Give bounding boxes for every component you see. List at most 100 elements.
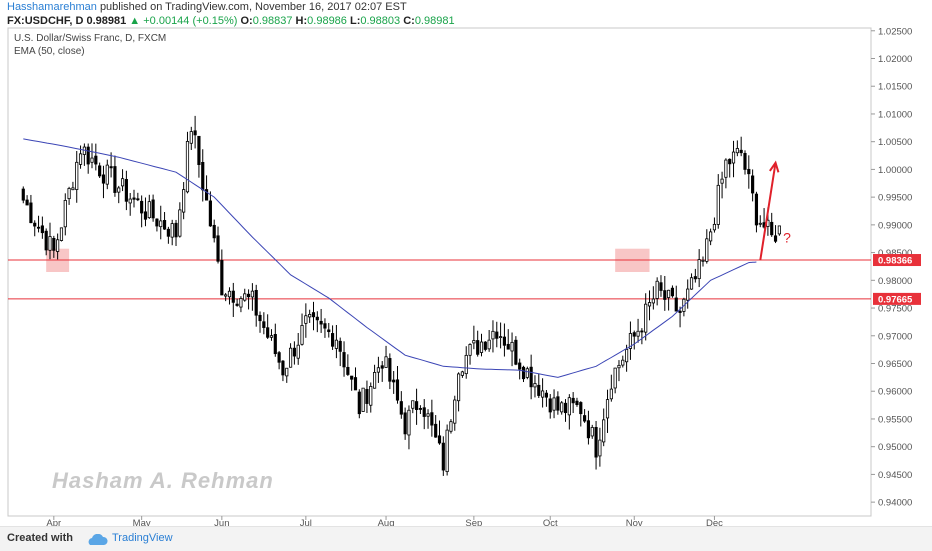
candle[interactable] xyxy=(647,290,652,321)
candle[interactable] xyxy=(178,202,182,238)
candle[interactable] xyxy=(712,217,717,233)
candle[interactable] xyxy=(120,169,125,192)
candle[interactable] xyxy=(632,330,636,350)
candle[interactable] xyxy=(292,341,296,365)
candle[interactable] xyxy=(113,155,117,197)
candle[interactable] xyxy=(659,275,663,297)
candle[interactable] xyxy=(422,399,426,430)
candle[interactable] xyxy=(731,140,736,178)
candle[interactable] xyxy=(151,194,155,222)
candle[interactable] xyxy=(697,249,701,288)
candle[interactable] xyxy=(323,318,327,338)
candle[interactable] xyxy=(617,360,621,382)
candle[interactable] xyxy=(338,337,342,367)
candle[interactable] xyxy=(304,303,308,338)
candle[interactable] xyxy=(747,155,751,189)
candle[interactable] xyxy=(254,284,258,327)
candle[interactable] xyxy=(208,191,212,227)
candle[interactable] xyxy=(159,205,163,240)
candle[interactable] xyxy=(552,389,556,419)
candle[interactable] xyxy=(510,332,514,367)
candle[interactable] xyxy=(613,367,617,394)
candle[interactable] xyxy=(621,355,625,368)
candle[interactable] xyxy=(716,174,720,229)
candle[interactable] xyxy=(330,325,335,350)
candle[interactable] xyxy=(350,375,354,391)
candle[interactable] xyxy=(667,289,671,311)
candle[interactable] xyxy=(628,321,633,360)
candle[interactable] xyxy=(63,193,67,236)
candle[interactable] xyxy=(434,415,438,438)
candle[interactable] xyxy=(212,219,216,243)
candle[interactable] xyxy=(67,186,71,205)
candle[interactable] xyxy=(143,197,148,227)
candle[interactable] xyxy=(235,298,239,307)
candle[interactable] xyxy=(185,131,190,194)
candle[interactable] xyxy=(548,394,552,419)
candle[interactable] xyxy=(258,311,262,333)
candle[interactable] xyxy=(346,354,350,376)
candle[interactable] xyxy=(678,306,682,328)
candle[interactable] xyxy=(735,140,739,157)
candle[interactable] xyxy=(724,158,728,189)
candle[interactable] xyxy=(464,346,468,379)
candle[interactable] xyxy=(395,365,400,404)
candle[interactable] xyxy=(487,329,491,352)
candle[interactable] xyxy=(48,222,52,260)
candle[interactable] xyxy=(166,226,170,244)
candle[interactable] xyxy=(751,169,755,202)
candle[interactable] xyxy=(101,165,106,199)
candle[interactable] xyxy=(720,171,724,199)
candle[interactable] xyxy=(602,408,606,447)
candle[interactable] xyxy=(575,397,579,407)
candle[interactable] xyxy=(468,343,472,365)
candle[interactable] xyxy=(407,405,411,450)
candle[interactable] xyxy=(288,343,293,368)
candle[interactable] xyxy=(262,312,266,335)
candle[interactable] xyxy=(327,322,331,338)
candle[interactable] xyxy=(311,301,316,331)
candle[interactable] xyxy=(583,409,587,423)
candle[interactable] xyxy=(269,329,274,341)
candle[interactable] xyxy=(376,356,380,383)
candle[interactable] xyxy=(243,288,247,302)
candle[interactable] xyxy=(25,195,29,206)
candle[interactable] xyxy=(541,378,545,408)
candle[interactable] xyxy=(441,436,445,476)
candle[interactable] xyxy=(609,374,613,402)
candle[interactable] xyxy=(586,410,591,445)
candle[interactable] xyxy=(701,256,705,267)
candle[interactable] xyxy=(430,399,434,437)
candle[interactable] xyxy=(197,135,201,178)
candle[interactable] xyxy=(605,389,610,433)
candle[interactable] xyxy=(460,370,464,378)
candle[interactable] xyxy=(90,143,94,169)
candle[interactable] xyxy=(521,365,526,383)
candle[interactable] xyxy=(36,215,41,233)
candle[interactable] xyxy=(281,360,285,382)
candle[interactable] xyxy=(174,219,178,246)
candle[interactable] xyxy=(56,233,60,260)
candle[interactable] xyxy=(308,309,312,323)
candle[interactable] xyxy=(472,325,476,350)
candle[interactable] xyxy=(109,152,113,178)
candle[interactable] xyxy=(277,351,281,370)
candle[interactable] xyxy=(567,394,571,430)
candle[interactable] xyxy=(636,318,640,343)
author-link[interactable]: Hasshamarehman xyxy=(7,1,97,13)
candle[interactable] xyxy=(514,336,518,366)
candle[interactable] xyxy=(525,366,529,380)
candle[interactable] xyxy=(502,323,506,357)
candle[interactable] xyxy=(506,329,510,350)
candle[interactable] xyxy=(655,277,659,306)
candle[interactable] xyxy=(315,311,319,333)
candle[interactable] xyxy=(644,293,648,341)
projection-arrow[interactable] xyxy=(759,162,777,261)
candle[interactable] xyxy=(266,314,270,339)
candle[interactable] xyxy=(560,401,564,415)
candle[interactable] xyxy=(537,373,541,398)
candle[interactable] xyxy=(380,361,384,382)
candle[interactable] xyxy=(52,235,56,258)
candle[interactable] xyxy=(415,388,419,425)
candle[interactable] xyxy=(437,420,442,445)
